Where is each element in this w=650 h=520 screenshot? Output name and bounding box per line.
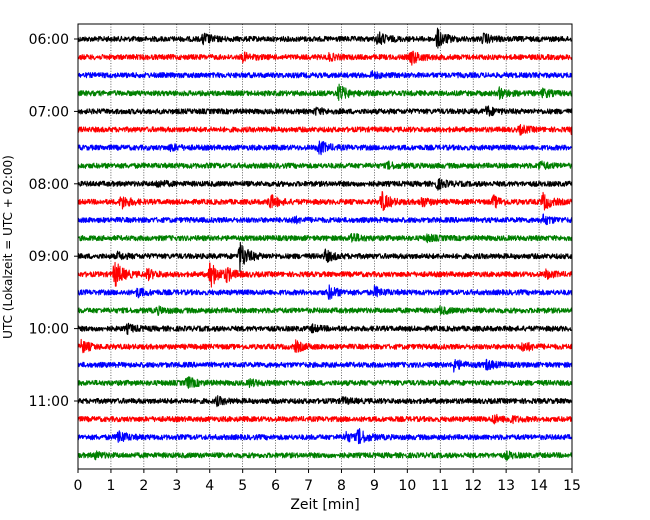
x-tick-label: 2 (139, 478, 148, 494)
trace-0930 (77, 284, 573, 300)
y-axis-ticks: 06:00 07:00 08:00 09:00 10:00 11:00 (29, 32, 78, 410)
x-tick-label: 13 (497, 478, 515, 494)
y-axis-label: UTC (Lokalzeit = UTC + 02:00) (1, 155, 15, 339)
trace-0645 (77, 83, 573, 101)
seismogram-traces (77, 27, 573, 461)
y-tick-label: 09:00 (29, 249, 69, 265)
trace-1000 (77, 322, 573, 335)
trace-1100 (77, 395, 573, 408)
x-tick-label: 12 (464, 478, 482, 494)
plot-frame (77, 23, 573, 470)
x-tick-label: 0 (74, 478, 83, 494)
trace-0630 (77, 70, 573, 80)
y-tick-label: 06:00 (29, 32, 69, 48)
x-axis-label: Zeit [min] (290, 497, 359, 513)
y-tick-label: 07:00 (29, 104, 69, 120)
x-tick-label: 10 (398, 478, 416, 494)
x-tick-label: 1 (106, 478, 115, 494)
x-tick-label: 5 (238, 478, 247, 494)
trace-1130 (77, 427, 573, 445)
trace-0600 (77, 27, 573, 49)
trace-0815 (77, 190, 573, 212)
x-tick-label: 8 (337, 478, 346, 494)
trace-0745 (77, 160, 573, 170)
trace-1030 (77, 358, 573, 373)
trace-1115 (77, 413, 573, 425)
y-tick-label: 11:00 (29, 394, 69, 410)
trace-0700 (77, 105, 573, 117)
trace-0715 (77, 124, 573, 136)
x-tick-label: 15 (563, 478, 581, 494)
x-tick-label: 11 (431, 478, 449, 494)
trace-1145 (77, 450, 573, 461)
x-tick-label: 14 (530, 478, 548, 494)
trace-0830 (77, 213, 573, 226)
x-axis-ticks: 0 1 2 3 4 5 6 7 8 9 10 11 12 13 14 15 (74, 469, 581, 494)
trace-0945 (77, 305, 573, 316)
y-tick-label: 10:00 (29, 322, 69, 338)
trace-0615 (77, 50, 573, 66)
x-tick-label: 6 (271, 478, 280, 494)
trace-0800 (77, 178, 573, 191)
y-tick-label: 08:00 (29, 177, 69, 193)
x-tick-label: 9 (370, 478, 379, 494)
trace-0915 (77, 261, 573, 288)
trace-0845 (77, 232, 573, 244)
x-tick-label: 3 (172, 478, 181, 494)
trace-0730 (77, 140, 573, 156)
x-tick-label: 4 (205, 478, 214, 494)
trace-0900 (77, 241, 573, 272)
trace-1015 (77, 338, 573, 354)
trace-1045 (77, 376, 573, 389)
x-tick-label: 7 (304, 478, 313, 494)
